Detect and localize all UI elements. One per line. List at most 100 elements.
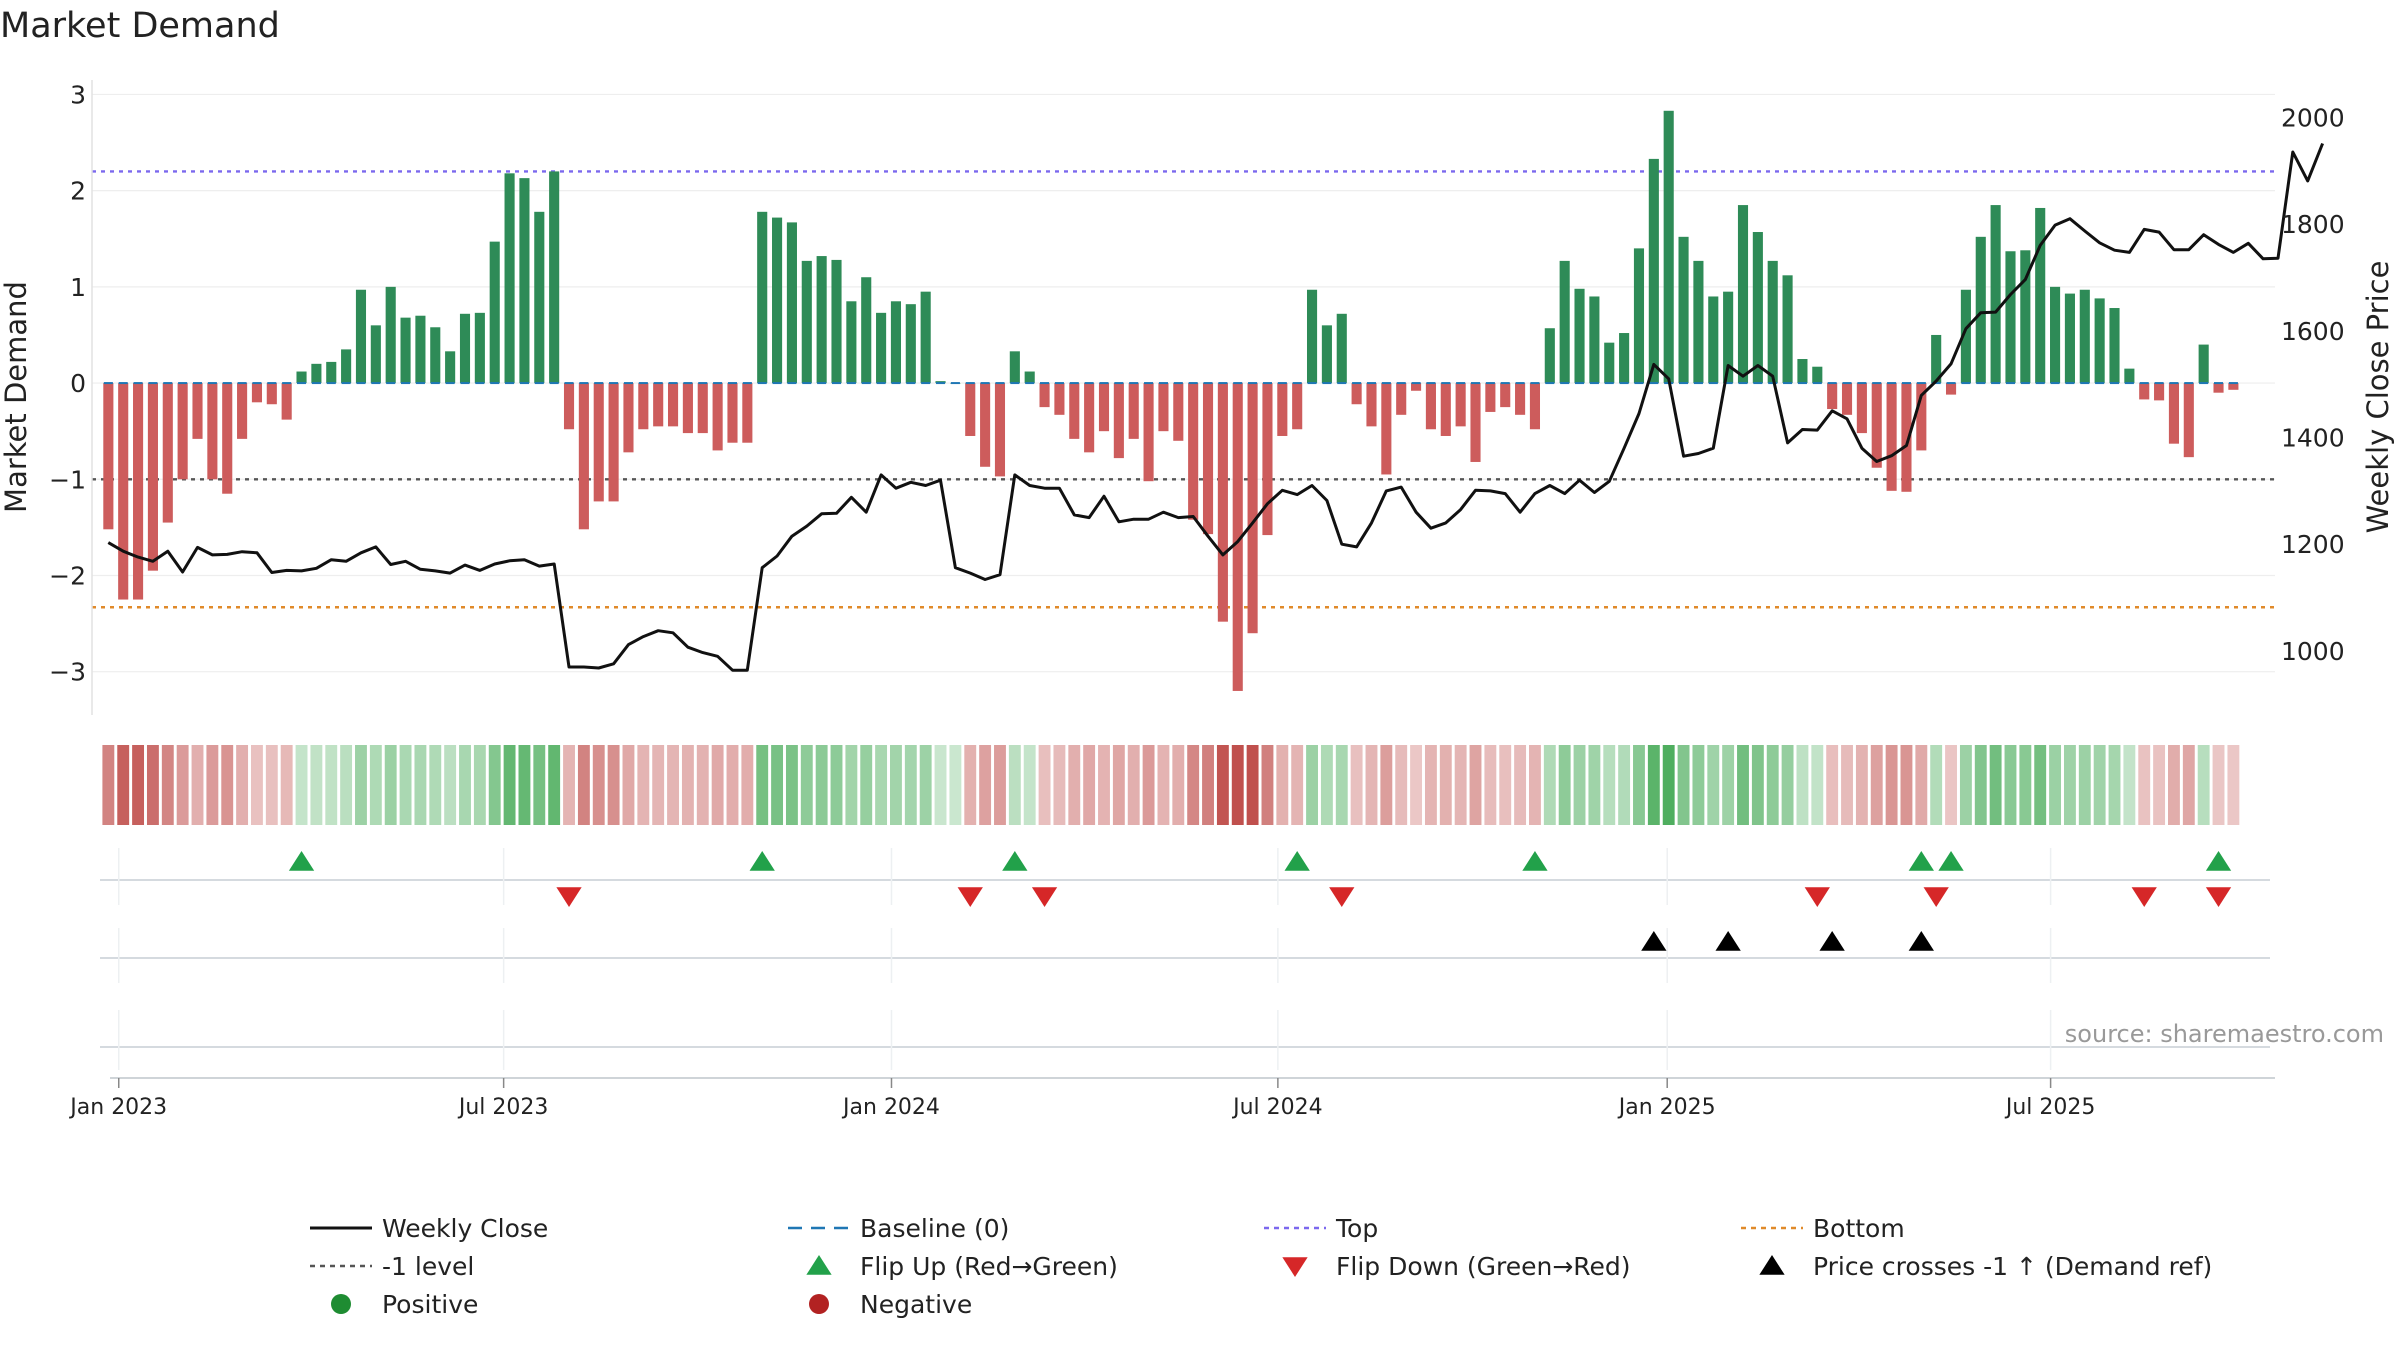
demand-bar [1188,383,1199,520]
flip-down-marker [556,887,582,907]
cross-markers [1641,931,1934,951]
heat-strip-cell [1588,745,1601,825]
demand-bar [757,211,768,384]
heat-strip-cell [1038,745,1051,825]
heat-strip-cell [994,745,1006,825]
heat-strip-cell [563,745,575,825]
flip-markers [288,851,2232,907]
demand-bar [1693,260,1704,384]
demand-bar [1931,334,1942,384]
demand-bar [2168,383,2180,444]
demand-bar [2094,298,2105,384]
y-tick-label: 2 [70,177,86,206]
demand-bar [222,383,233,494]
heat-strip-cell [592,745,605,825]
heat-strip-cell [1142,745,1155,825]
legend-label: Top [1335,1214,1378,1243]
heat-strip-cell [1618,745,1631,825]
heat-strip-cell [1350,745,1363,825]
heat-strip-cell [310,745,323,825]
heat-strip-cell [681,745,694,825]
source-note: source: sharemaestro.com [2065,1020,2384,1048]
legend-label: Flip Up (Red→Green) [860,1252,1118,1281]
demand-bar [1396,383,1407,415]
demand-bar [1871,383,1882,468]
heat-strip-cell [102,745,115,825]
flip-up-marker [749,851,775,871]
demand-bar [2035,207,2046,384]
heat-strip-cell [414,745,427,825]
heat-strip-cell [1781,745,1794,825]
heat-strip-cell [1365,745,1378,825]
demand-bar [667,383,679,427]
heat-strip-cell [1454,745,1467,825]
legend-item: Weekly Close [310,1214,548,1243]
demand-bar [400,317,411,384]
demand-bar [1886,383,1897,491]
demand-bar [1202,383,1214,535]
heat-strip-cell [369,745,382,825]
heat-strip-cell [2078,745,2091,825]
heat-strip-cell [1692,745,1705,825]
heat-strip-cell [1959,745,1972,825]
heat-strip-cell [265,745,278,825]
x-tick-label: Jan 2023 [68,1095,167,1120]
demand-bar [355,289,367,384]
heat-strip-cell [1335,745,1348,825]
y2-tick-label: 2000 [2281,103,2345,132]
heat-strip-cell [1023,745,1036,825]
demand-bar [177,383,188,480]
legend-label: Positive [382,1290,478,1319]
y-tick-label: 3 [70,80,86,109]
heat-strip-cell [964,745,977,825]
y-tick-label: −1 [49,465,86,494]
y-tick-label: −3 [49,658,86,687]
heat-strip-cell [1647,745,1660,825]
legend-swatch [809,1294,829,1314]
demand-bar [2213,383,2224,393]
heat-strip-cell [1469,745,1482,825]
demand-bar [1039,383,1050,408]
heat-strip-cell [2197,745,2210,825]
demand-bar [712,383,723,451]
marker-panel-gridlines [100,848,2275,1079]
y-tick-label: −2 [49,561,86,590]
heat-strip-cell [1603,745,1616,825]
heat-strip-cell [1380,745,1393,825]
demand-bar [653,383,664,427]
demand-bar [1797,359,1808,384]
heat-strip-cell [1112,745,1125,825]
demand-bar [1277,383,1288,436]
heat-strip-cell [2212,745,2225,825]
flip-up-marker [1522,851,1548,871]
y2-tick-label: 1000 [2281,637,2345,666]
legend-label: Weekly Close [382,1214,548,1243]
heat-strip-cell [1870,745,1883,825]
flip-up-marker [288,851,315,871]
demand-bar [608,383,619,502]
heat-strip-cell [1841,745,1853,825]
demand-bar [326,361,337,384]
legend-label: Price crosses -1 ↑ (Demand ref) [1813,1252,2212,1281]
flip-up-marker [1002,851,1028,871]
demand-bar [385,286,396,384]
demand-bar [192,383,203,439]
heat-strip-cell [355,745,367,825]
demand-bar [980,383,991,467]
heat-strip-cell [1945,745,1957,825]
demand-bar [801,260,812,384]
heat-strip-cell [1157,745,1170,825]
heat-strip-cell [117,745,130,825]
heat-strip-cell [503,745,516,825]
heat-strip-cell [1172,745,1185,825]
demand-bar [296,371,307,384]
cross-up-marker [1819,931,1845,951]
heat-strip-cell [444,745,457,825]
legend-label: Baseline (0) [860,1214,1009,1243]
demand-bar [593,383,604,502]
heat-strip-cell [1306,745,1318,825]
heat-strip-cell [845,745,858,825]
demand-bar [133,383,144,600]
heat-strip-cell [622,745,635,825]
demand-bar [1827,383,1838,410]
